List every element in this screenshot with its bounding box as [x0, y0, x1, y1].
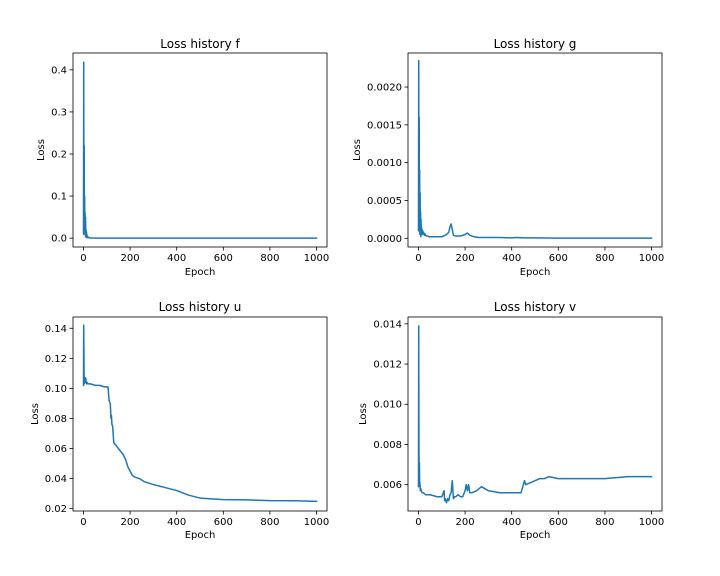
y-axis-label: Loss: [30, 403, 41, 425]
x-tick-label: 200: [456, 253, 475, 264]
subplot-u: Loss history u Epoch Loss 0 200 400 600 800 1…: [30, 300, 329, 541]
y-tick-label: 0.02: [45, 504, 67, 515]
x-tick-label: 800: [260, 517, 279, 528]
x-tick-label: 0: [415, 253, 421, 264]
y-tick-label: 0.12: [45, 354, 67, 365]
subplot-title: Loss history f: [160, 37, 240, 51]
y-tick-label: 0.08: [45, 414, 67, 425]
x-tick-label: 0: [415, 517, 421, 528]
axes-frame: [72, 52, 328, 248]
x-axis-label: Epoch: [185, 530, 216, 541]
y-tick-label: 0.0005: [367, 196, 402, 207]
y-tick-label: 0.14: [45, 324, 67, 335]
x-tick-label: 1000: [304, 517, 329, 528]
y-tick-label: 0.06: [45, 444, 67, 455]
x-axis-label: Epoch: [520, 267, 551, 278]
loss-line-u: [82, 324, 318, 503]
x-tick-label: 600: [549, 253, 568, 264]
loss-line-f: [82, 61, 318, 239]
subplot-title: Loss history v: [494, 300, 576, 314]
x-tick-label: 1000: [304, 253, 329, 264]
subplot-g: Loss history g Epoch Loss 0 200 400 600 800 1…: [352, 37, 664, 278]
y-axis-label: Loss: [358, 403, 369, 425]
x-tick-label: 600: [214, 253, 233, 264]
y-tick-label: 0.010: [373, 400, 402, 411]
x-tick-label: 400: [167, 517, 186, 528]
y-tick-label: 0.014: [373, 319, 402, 330]
x-tick-label: 800: [595, 253, 614, 264]
x-tick-label: 0: [80, 253, 86, 264]
y-tick-label: 0.008: [373, 440, 402, 451]
x-tick-label: 400: [502, 253, 521, 264]
y-tick-label: 0.4: [51, 65, 67, 76]
x-tick-label: 600: [549, 517, 568, 528]
x-tick-label: 400: [167, 253, 186, 264]
y-tick-label: 0.0020: [367, 83, 402, 94]
x-tick-label: 200: [121, 517, 140, 528]
x-tick-label: 400: [502, 517, 521, 528]
x-tick-label: 600: [214, 517, 233, 528]
plot-area: [82, 324, 318, 503]
ticks: 0 200 400 600 800 1000 0.02 0.04 0.06 0.08 0.10 0.1…: [45, 324, 330, 528]
x-tick-label: 1000: [639, 253, 664, 264]
subplot-v: Loss history v Epoch Loss 0 200 400 600 800 1…: [358, 300, 664, 541]
x-tick-label: 200: [456, 517, 475, 528]
plot-area: [417, 325, 653, 504]
subplot-f: Loss history f Epoch Loss 0 200 400 600 800 1…: [36, 37, 329, 278]
loss-line-v: [417, 325, 653, 504]
y-tick-label: 0.0: [51, 234, 67, 245]
y-axis-label: Loss: [352, 139, 363, 161]
axes-frame: [407, 316, 663, 512]
axes-frame: [72, 316, 328, 512]
x-tick-label: 200: [121, 253, 140, 264]
plot-area: [417, 59, 653, 239]
x-tick-label: 800: [260, 253, 279, 264]
loss-line-g: [417, 59, 653, 239]
x-axis-label: Epoch: [185, 267, 216, 278]
ticks: 0 200 400 600 800 1000 0.0 0.1 0.2 0.3 0.4: [51, 65, 329, 264]
y-tick-label: 0.1: [51, 192, 67, 203]
ticks: 0 200 400 600 800 1000 0.006 0.008 0.010 0.012 0.0…: [373, 319, 664, 528]
y-axis-label: Loss: [36, 139, 47, 161]
x-tick-label: 800: [595, 517, 614, 528]
subplot-title: Loss history g: [494, 37, 577, 51]
y-tick-label: 0.04: [45, 474, 67, 485]
plot-area: [82, 61, 318, 239]
y-tick-label: 0.012: [373, 360, 402, 371]
ticks: 0 200 400 600 800 1000 0.0000 0.0005 0.0010 0.001…: [367, 83, 664, 264]
y-tick-label: 0.3: [51, 107, 67, 118]
x-tick-label: 0: [80, 517, 86, 528]
y-tick-label: 0.2: [51, 149, 67, 160]
x-tick-label: 1000: [639, 517, 664, 528]
axes-frame: [407, 52, 663, 248]
subplot-title: Loss history u: [159, 300, 242, 314]
x-axis-label: Epoch: [520, 530, 551, 541]
y-tick-label: 0.0000: [367, 234, 402, 245]
y-tick-label: 0.10: [45, 384, 67, 395]
y-tick-label: 0.006: [373, 480, 402, 491]
y-tick-label: 0.0010: [367, 158, 402, 169]
y-tick-label: 0.0015: [367, 120, 402, 131]
